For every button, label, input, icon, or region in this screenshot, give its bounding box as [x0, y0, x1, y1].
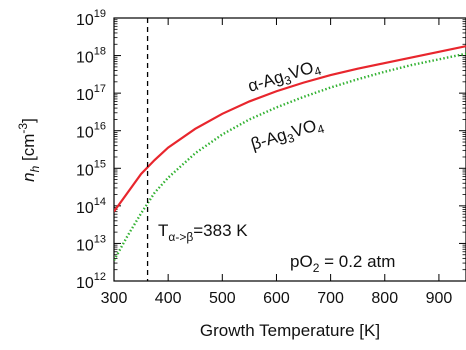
oxygen-pressure-annotation: pO2 = 0.2 atm [290, 252, 395, 275]
x-tick-label: 700 [317, 290, 344, 307]
y-tick-label: 1012 [76, 271, 106, 292]
y-tick-label: 1016 [76, 121, 106, 142]
x-axis-label: Growth Temperature [K] [200, 321, 380, 340]
y-tick-label: 1018 [76, 46, 106, 67]
x-tick-label: 900 [426, 290, 453, 307]
y-tick-label: 1019 [76, 8, 106, 29]
x-tick-label: 500 [209, 290, 236, 307]
y-tick-label: 1014 [76, 196, 106, 217]
transition-temperature-annotation: Tα->β=383 K [158, 221, 248, 244]
x-tick-label: 800 [371, 290, 398, 307]
plot-frame [113, 17, 466, 282]
y-tick-label: 1015 [76, 158, 106, 179]
x-tick-label: 400 [155, 290, 182, 307]
x-tick-label: 300 [101, 290, 128, 307]
y-tick-label: 1013 [76, 233, 106, 254]
series-label-beta: β-Ag3VO4 [249, 114, 327, 157]
y-tick-label: 1017 [76, 83, 106, 104]
series-label-alpha: α-Ag3VO4 [246, 56, 324, 99]
x-tick-label: 600 [263, 290, 290, 307]
y-axis-label: nh [cm-3] [16, 118, 42, 182]
y-axis-ticks: 1012 1013 1014 1015 1016 1017 1018 1019 [76, 8, 466, 292]
x-axis-ticks: 300 400 500 600 700 800 900 [101, 18, 453, 307]
